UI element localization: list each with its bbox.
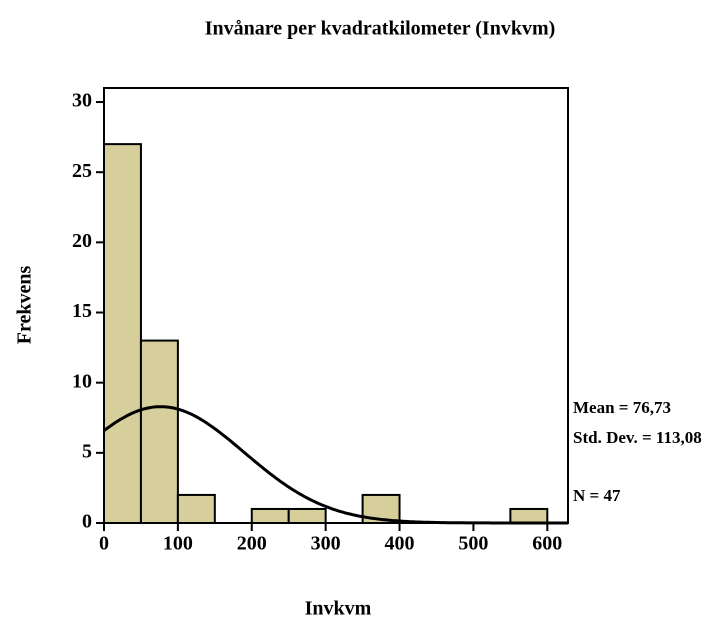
y-tick-label: 0	[82, 511, 92, 533]
chart-title: Invånare per kvadratkilometer (Invkvm)	[205, 18, 556, 40]
x-tick-label: 400	[385, 533, 415, 555]
x-tick-label: 300	[311, 533, 341, 555]
y-tick-label: 15	[72, 300, 92, 322]
y-tick-label: 25	[72, 160, 92, 182]
y-tick-label: 10	[72, 370, 92, 392]
bar	[103, 143, 142, 524]
bar	[250, 507, 290, 525]
bar	[139, 339, 179, 525]
bar	[287, 507, 327, 525]
x-tick-label: 0	[99, 533, 109, 555]
y-tick-label: 30	[72, 90, 92, 112]
x-tick-label: 100	[163, 533, 193, 555]
x-axis-label: Invkvm	[305, 598, 372, 620]
normal-curve	[103, 405, 568, 525]
bar	[509, 507, 549, 525]
x-tick-label: 600	[532, 533, 562, 555]
y-tick-label: 20	[72, 230, 92, 252]
stat-sd: Std. Dev. = 113,08	[573, 428, 702, 447]
x-tick-label: 500	[458, 533, 488, 555]
y-tick-label: 5	[82, 440, 92, 462]
bar	[176, 493, 216, 525]
stat-n: N = 47	[573, 486, 621, 505]
y-axis-label: Frekvens	[14, 266, 36, 345]
x-tick-label: 200	[237, 533, 267, 555]
stat-mean: Mean = 76,73	[573, 398, 671, 417]
